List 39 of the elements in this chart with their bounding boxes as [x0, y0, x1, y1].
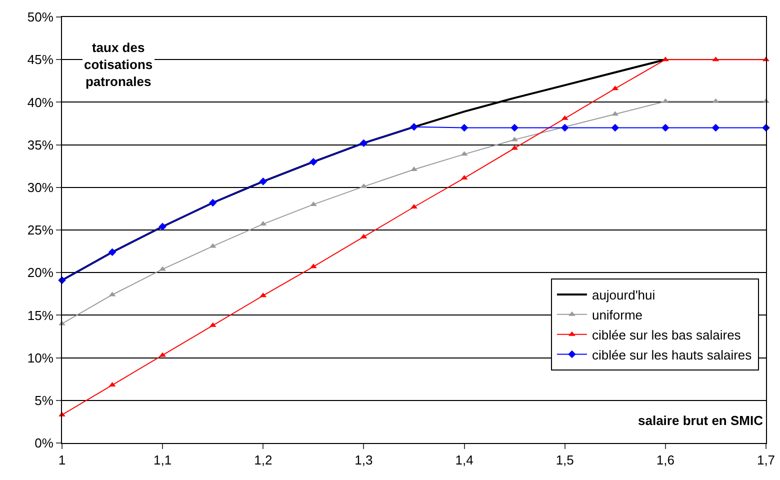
legend-label: uniforme [592, 308, 643, 322]
y-tick-label: 20% [27, 265, 54, 280]
point [360, 139, 368, 147]
x-tick-label: 1,7 [756, 452, 776, 468]
point [410, 123, 418, 131]
y-tick-label: 45% [27, 52, 54, 68]
x-tick-label: 1,5 [556, 452, 574, 468]
point [259, 178, 268, 186]
point [310, 158, 318, 166]
x-tick-label: 1,6 [656, 452, 674, 468]
x-tick-label: 1,2 [254, 452, 272, 468]
x-tick-label: 1,4 [455, 452, 474, 468]
point [560, 124, 569, 132]
y-tick-label: 40% [27, 94, 54, 110]
legend-label: ciblée sur les hauts salaires [592, 347, 752, 362]
y-tick-label: 5% [34, 392, 54, 408]
point [662, 124, 670, 132]
x-axis-title: salaire brut en SMIC [638, 413, 764, 428]
point [712, 124, 720, 132]
legend-label: ciblée sur les bas salaires [592, 327, 742, 342]
y-tick-label: 10% [27, 350, 54, 366]
y-tick-label: 30% [27, 180, 54, 195]
x-tick-label: 1,3 [354, 452, 373, 468]
y-tick-label: 15% [27, 308, 54, 323]
point [460, 124, 468, 132]
y-tick-label: 35% [27, 137, 54, 152]
y-tick-label: 25% [27, 222, 54, 238]
y-tick-label: 50% [27, 10, 54, 25]
x-tick-label: 1,1 [154, 452, 172, 468]
y-tick-label: 0% [34, 436, 54, 451]
point [108, 248, 116, 256]
point [208, 198, 217, 207]
x-tick-label: 1 [58, 452, 66, 468]
point [510, 124, 518, 132]
point [158, 222, 166, 230]
legend-label: aujourd'hui [592, 288, 656, 303]
point [611, 124, 620, 132]
y-axis-title: taux des cotisations patronales [84, 40, 153, 89]
point [410, 166, 418, 172]
